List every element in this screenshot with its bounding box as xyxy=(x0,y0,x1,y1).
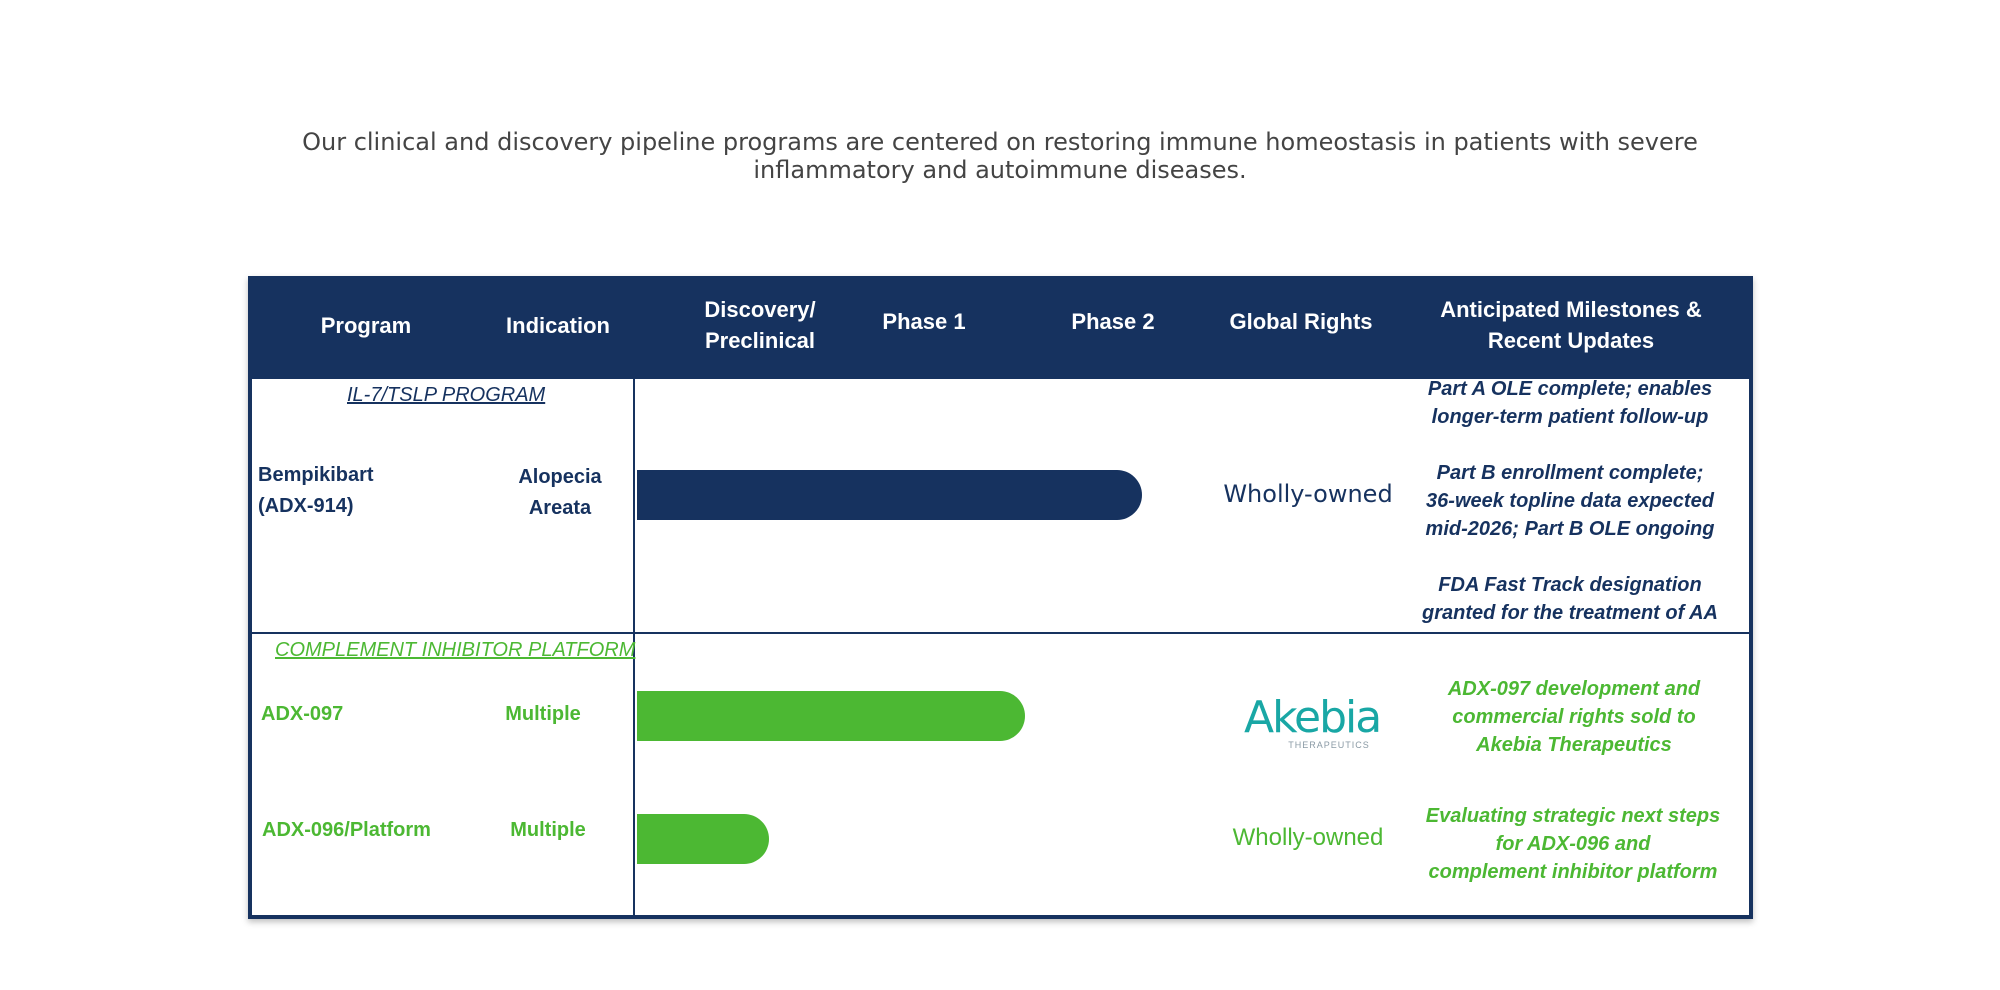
rights-bempikibart: Wholly-owned xyxy=(1223,480,1393,508)
section-title-il7-tslp: IL-7/TSLP PROGRAM xyxy=(347,384,546,406)
indication-line1: Alopecia xyxy=(518,466,602,488)
milestone-line: for ADX-096 and xyxy=(1495,833,1651,855)
milestones-adx-096: Evaluating strategic next steps for ADX-… xyxy=(1426,802,1721,886)
milestone-line: ADX-097 development and xyxy=(1447,678,1701,700)
progress-bar-adx-097 xyxy=(637,691,1025,741)
milestones-adx-097: ADX-097 development and commercial right… xyxy=(1448,675,1700,759)
header-discovery: Discovery/ Preclinical xyxy=(704,294,815,356)
milestone-line: Part A OLE complete; enables xyxy=(1427,378,1713,400)
program-name-adx-096: ADX-096/Platform xyxy=(262,819,431,841)
milestones-bempikibart: Part A OLE complete; enables longer-term… xyxy=(1422,375,1718,627)
program-name-bempikibart: Bempikibart (ADX-914) xyxy=(258,460,374,522)
indication-line2: Areata xyxy=(528,497,592,519)
section-title-complement: COMPLEMENT INHIBITOR PLATFORM xyxy=(275,639,636,661)
akebia-logo-wordmark: Akebia xyxy=(1244,692,1382,743)
milestone-line: Evaluating strategic next steps xyxy=(1425,805,1721,827)
indication-adx-096: Multiple xyxy=(510,819,586,841)
program-name-line1: Bempikibart xyxy=(258,464,374,486)
header-phase1: Phase 1 xyxy=(882,309,966,334)
header-milestones: Anticipated Milestones & Recent Updates xyxy=(1440,294,1702,356)
header-discovery-line1: Discovery/ xyxy=(704,297,816,322)
header-milestones-line2: Recent Updates xyxy=(1487,328,1655,353)
header-milestones-line1: Anticipated Milestones & xyxy=(1440,297,1702,322)
rights-adx-096: Wholly-owned xyxy=(1232,824,1384,851)
header-global-rights: Global Rights xyxy=(1229,309,1373,334)
header-phase2: Phase 2 xyxy=(1071,309,1155,334)
program-name-line2: (ADX-914) xyxy=(258,495,354,517)
milestone-line: granted for the treatment of AA xyxy=(1422,602,1718,624)
header-discovery-line2: Preclinical xyxy=(704,328,816,353)
milestone-line: Part B enrollment complete; xyxy=(1436,462,1704,484)
header-indication: Indication xyxy=(506,313,610,338)
pipeline-table: Program Indication Discovery/ Preclinica… xyxy=(248,276,1753,919)
progress-bar-adx-096 xyxy=(637,814,769,864)
milestone-line: longer-term patient follow-up xyxy=(1431,406,1709,428)
indication-adx-097: Multiple xyxy=(505,703,581,725)
milestone-line: mid-2026; Part B OLE ongoing xyxy=(1425,518,1715,540)
progress-bar-bempikibart xyxy=(637,470,1142,520)
indication-alopecia-areata: Alopecia Areata xyxy=(518,462,601,524)
header-program: Program xyxy=(320,313,412,338)
akebia-logo-sub: THERAPEUTICS xyxy=(1288,740,1370,750)
section-divider xyxy=(252,632,1749,634)
column-divider xyxy=(633,379,635,915)
table-header: Program Indication Discovery/ Preclinica… xyxy=(252,280,1749,379)
milestone-line: commercial rights sold to xyxy=(1452,706,1696,728)
intro-text: Our clinical and discovery pipeline prog… xyxy=(302,128,1698,184)
milestone-line: Akebia Therapeutics xyxy=(1476,734,1672,756)
program-name-adx-097: ADX-097 xyxy=(261,703,344,725)
milestone-line: 36-week topline data expected xyxy=(1426,490,1714,512)
milestone-line: FDA Fast Track designation xyxy=(1438,574,1702,596)
akebia-logo: Akebia THERAPEUTICS xyxy=(1244,692,1382,751)
milestone-line: complement inhibitor platform xyxy=(1428,861,1718,883)
